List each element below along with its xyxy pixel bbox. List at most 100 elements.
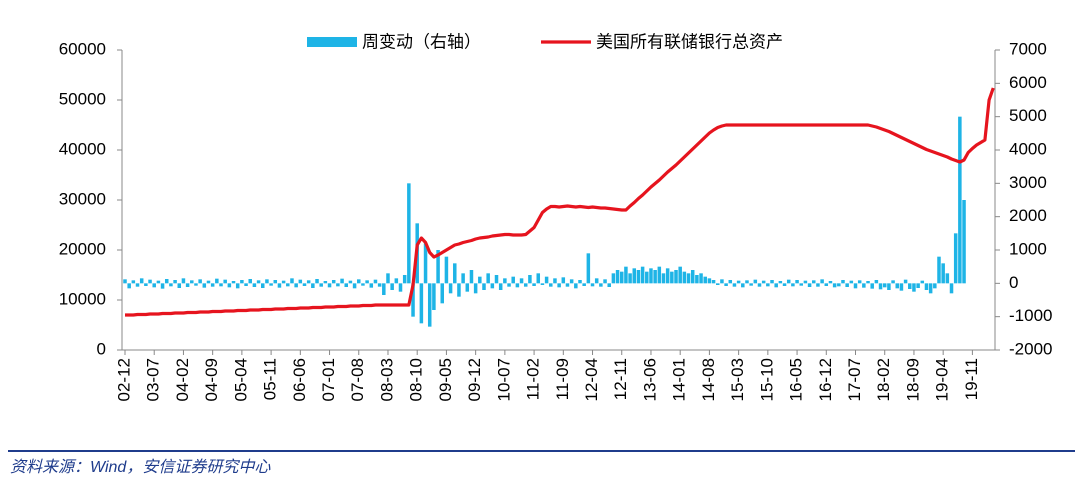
x-tick-label: 08-03	[377, 358, 396, 401]
bar	[231, 281, 236, 284]
bar	[473, 283, 478, 294]
x-tick-label: 15-10	[757, 358, 776, 401]
bar	[619, 271, 624, 284]
y-tick-label: 50000	[59, 89, 106, 108]
x-tick-label: 04-09	[202, 358, 221, 401]
bar	[281, 280, 286, 284]
bar	[582, 283, 586, 286]
legend-label: 美国所有联储银行总资产	[596, 32, 783, 51]
bar	[699, 273, 703, 284]
bar	[219, 283, 223, 287]
bar	[707, 278, 712, 284]
source-note: 资料来源：Wind，安信证券研究中心	[10, 458, 271, 476]
bar	[260, 283, 265, 288]
bar	[482, 283, 486, 290]
bar	[336, 283, 340, 287]
bar	[824, 283, 829, 286]
bar	[373, 279, 378, 284]
bar	[123, 279, 127, 284]
bar	[194, 283, 198, 286]
bar	[816, 283, 820, 287]
bar	[799, 283, 803, 286]
bar	[724, 283, 728, 286]
bar	[235, 283, 240, 289]
bar	[340, 278, 344, 284]
y2-tick-label: 4000	[1009, 139, 1047, 158]
bar	[941, 263, 945, 284]
bar	[741, 283, 745, 288]
bar	[862, 283, 866, 288]
bar	[190, 280, 194, 284]
bar	[486, 273, 490, 284]
y2-tick-label: 5000	[1009, 106, 1047, 125]
bar	[490, 283, 495, 289]
bar	[874, 280, 879, 284]
line	[125, 87, 995, 317]
x-tick-label: 16-12	[816, 358, 835, 401]
y2-tick-label: 2000	[1009, 206, 1047, 225]
bar	[574, 283, 578, 289]
bar	[761, 280, 766, 284]
bar	[653, 270, 657, 284]
bar	[198, 279, 202, 284]
x-tick-label: 14-01	[670, 358, 689, 401]
bar	[244, 283, 248, 286]
x-tick-label: 05-04	[231, 358, 250, 401]
bar	[169, 283, 173, 287]
bar	[603, 279, 607, 284]
y2-tick-label: 6000	[1009, 73, 1047, 92]
legend-label: 周变动（右轴）	[362, 32, 481, 51]
bar	[891, 280, 895, 284]
x-tick-label: 17-07	[845, 358, 864, 401]
bar	[636, 270, 641, 284]
bar	[949, 283, 954, 294]
bar	[916, 283, 920, 288]
bar	[670, 271, 674, 284]
bar	[928, 283, 933, 294]
bar	[311, 283, 315, 288]
bar	[402, 275, 407, 284]
bar	[632, 268, 637, 284]
bar	[682, 271, 687, 284]
bar	[628, 273, 632, 284]
bar	[265, 279, 269, 284]
bar	[327, 283, 332, 288]
bar	[248, 279, 252, 284]
bar	[432, 283, 436, 310]
bar	[686, 273, 691, 284]
bar	[202, 283, 207, 288]
bar	[240, 280, 244, 284]
y-tick-label: 60000	[59, 39, 106, 58]
y-tick-label: 20000	[59, 239, 106, 258]
x-tick-label: 05-11	[261, 358, 280, 400]
bar	[736, 280, 741, 284]
x-tick-label: 12-11	[611, 358, 630, 400]
bar	[945, 273, 950, 284]
bar	[515, 283, 520, 288]
bar	[498, 283, 503, 290]
bar	[294, 283, 298, 288]
bar	[578, 280, 582, 284]
x-tick-label: 09-05	[436, 358, 455, 401]
bar	[878, 283, 883, 290]
bar	[177, 283, 182, 288]
bar	[841, 280, 845, 284]
bar	[519, 278, 524, 284]
y2-tick-label: 1000	[1009, 239, 1047, 258]
bar	[615, 270, 620, 284]
bar	[837, 283, 841, 287]
bar	[148, 279, 152, 284]
bar	[536, 273, 541, 284]
bar	[845, 283, 849, 287]
bar	[315, 279, 319, 284]
bar	[210, 283, 215, 287]
bar	[778, 281, 783, 284]
bar	[720, 279, 724, 284]
bar	[812, 280, 816, 284]
bar	[277, 283, 282, 288]
bar	[887, 283, 891, 290]
bar	[448, 283, 453, 294]
bar	[532, 283, 536, 286]
x-tick-label: 16-05	[787, 358, 806, 401]
